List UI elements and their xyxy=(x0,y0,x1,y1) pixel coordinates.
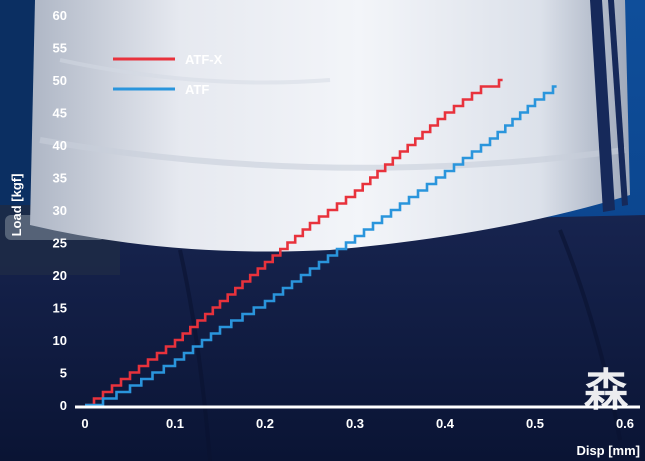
x-tick-labels: 0 0.1 0.2 0.3 0.4 0.5 0.6 xyxy=(81,416,634,431)
series-line-atf-x xyxy=(85,78,503,407)
x-tick-label: 0.5 xyxy=(526,416,544,431)
x-tick-label: 0.3 xyxy=(346,416,364,431)
y-tick-label: 35 xyxy=(53,171,67,186)
x-tick-label: 0 xyxy=(81,416,88,431)
x-axis-label: Disp [mm] xyxy=(576,443,640,458)
y-tick-label: 0 xyxy=(60,398,67,413)
y-axis-label: Load [kgf] xyxy=(9,174,24,237)
x-tick-label: 0.1 xyxy=(166,416,184,431)
legend-label: ATF xyxy=(185,82,209,97)
series-layer xyxy=(85,78,557,407)
y-tick-label: 45 xyxy=(53,106,67,121)
x-tick-label: 0.2 xyxy=(256,416,274,431)
y-tick-label: 15 xyxy=(53,301,67,316)
legend: ATF-X ATF xyxy=(113,52,223,97)
y-tick-label: 40 xyxy=(53,138,67,153)
y-tick-label: 30 xyxy=(53,203,67,218)
y-tick-labels: 0 5 10 15 20 25 30 35 40 45 50 55 60 xyxy=(53,8,67,413)
legend-label: ATF-X xyxy=(185,52,223,67)
watermark-logo: 森 xyxy=(584,365,629,416)
y-tick-label: 55 xyxy=(53,41,67,56)
y-tick-label: 60 xyxy=(53,8,67,23)
y-tick-label: 10 xyxy=(53,333,67,348)
y-tick-label: 20 xyxy=(53,268,67,283)
x-tick-label: 0.4 xyxy=(436,416,455,431)
series-line-atf xyxy=(85,85,557,407)
y-tick-label: 50 xyxy=(53,73,67,88)
x-tick-label: 0.6 xyxy=(616,416,634,431)
y-tick-label: 25 xyxy=(53,236,67,251)
y-tick-label: 5 xyxy=(60,366,67,381)
watermark-glyph: 森 xyxy=(584,365,629,416)
